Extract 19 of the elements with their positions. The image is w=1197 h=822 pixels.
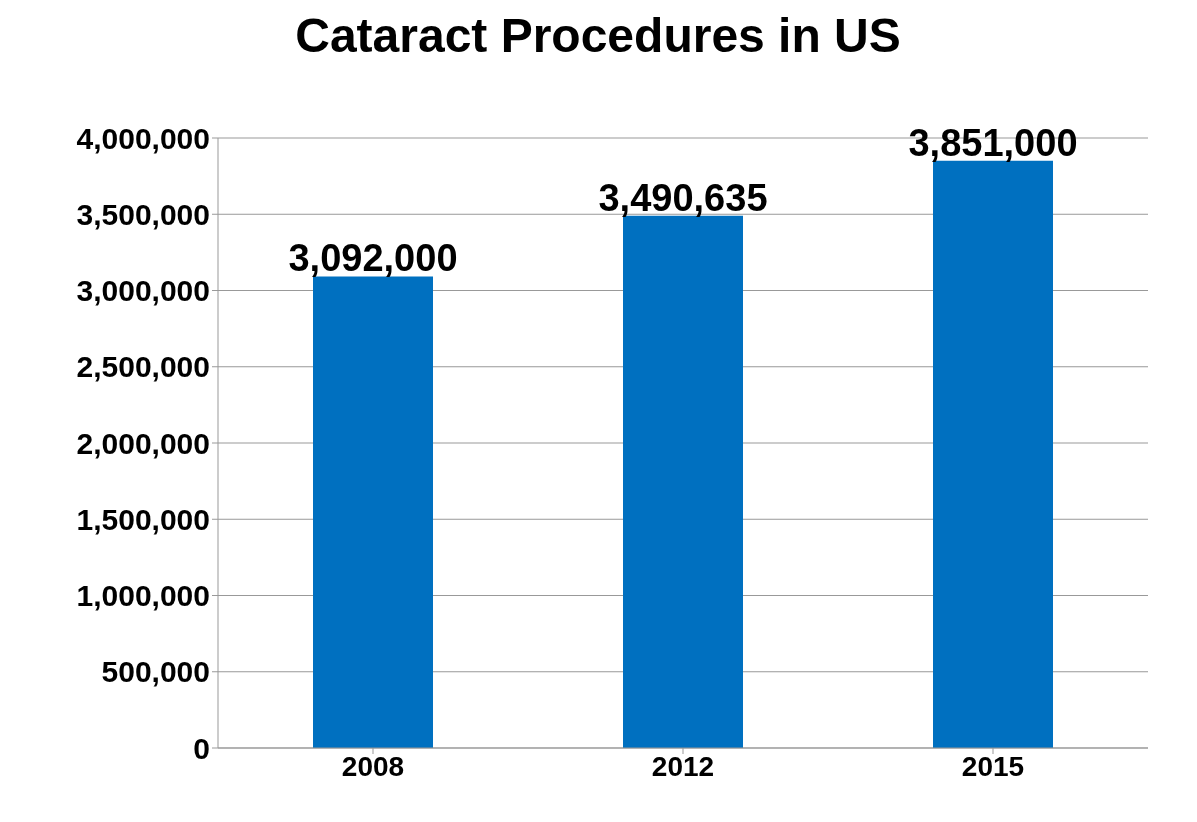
y-tick-label: 3,500,000	[76, 197, 210, 231]
bar	[313, 276, 433, 748]
y-tick-label: 500,000	[101, 655, 210, 689]
y-tick-label: 4,000,000	[76, 121, 210, 155]
y-tick-label: 3,000,000	[76, 274, 210, 308]
data-label: 3,092,000	[288, 237, 458, 280]
x-tick-label: 2012	[651, 750, 715, 782]
y-tick-label: 1,500,000	[76, 502, 210, 536]
data-label: 3,851,000	[908, 121, 1078, 164]
bar	[933, 160, 1053, 748]
y-tick-label: 2,000,000	[76, 426, 210, 460]
chart-title: Cataract Procedures in US	[294, 8, 902, 64]
y-tick-label: 2,500,000	[76, 350, 210, 384]
bar	[623, 215, 743, 748]
x-tick-label: 2015	[961, 750, 1025, 782]
y-tick-label: 0	[193, 731, 210, 765]
y-tick-label: 1,000,000	[76, 579, 210, 613]
data-label: 3,490,635	[598, 176, 768, 219]
x-tick-label: 2008	[341, 750, 405, 782]
